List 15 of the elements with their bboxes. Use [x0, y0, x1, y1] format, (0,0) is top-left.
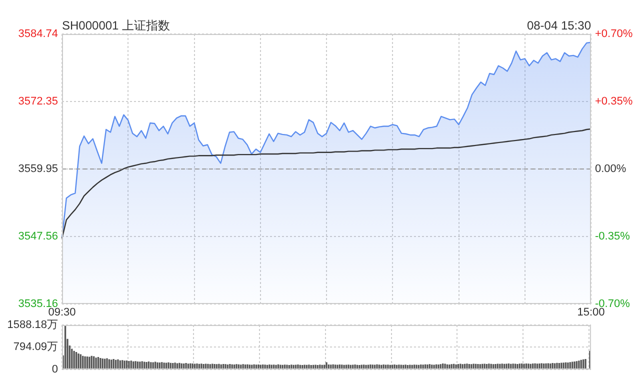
y2-tick-label: -0.35%: [595, 230, 630, 243]
chart-title: SH000001 上证指数: [62, 18, 170, 32]
text: 08-04 15:30: [526, 18, 592, 32]
y-tick-label: 3559.95: [18, 163, 58, 176]
y-tick-label: 3572.35: [18, 96, 58, 108]
x-tick-label: 15:00: [577, 306, 605, 319]
y-tick-label: 1588.18万: [7, 319, 58, 332]
x-tick-label: 09:30: [48, 306, 76, 319]
y-tick-label: 3584.74: [18, 28, 58, 40]
y-tick-label: 3547.56: [18, 230, 58, 243]
y-tick-label: 0: [52, 363, 58, 376]
y2-tick-label: 0.00%: [595, 163, 626, 176]
y2-tick-label: +0.35%: [595, 96, 633, 108]
y-tick-label: 794.09万: [13, 341, 58, 354]
y2-tick-label: +0.70%: [595, 28, 633, 40]
